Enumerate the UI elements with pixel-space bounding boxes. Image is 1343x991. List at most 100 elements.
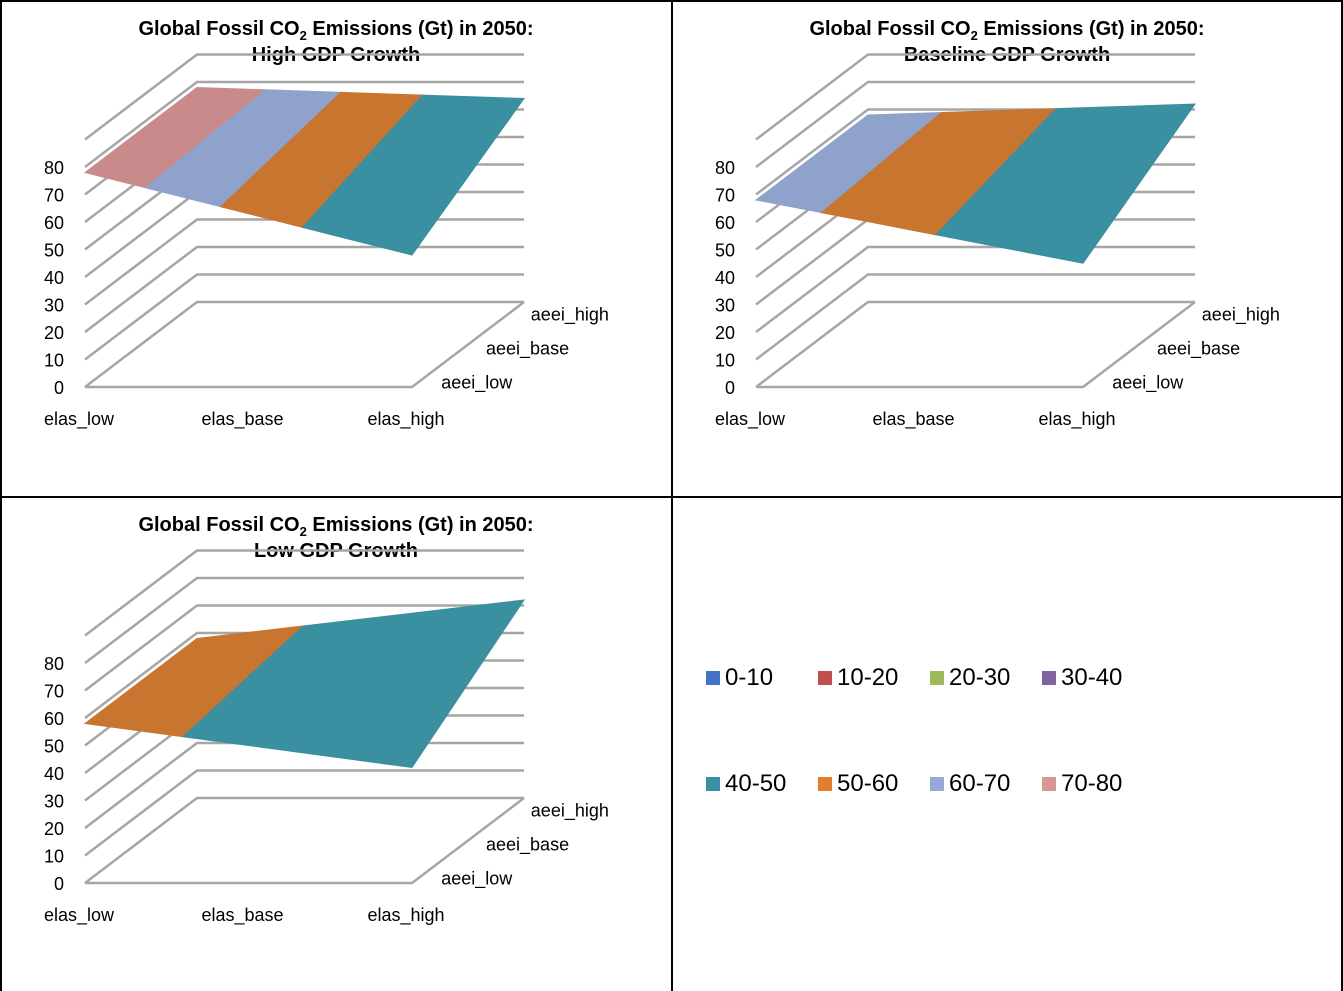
z-tick-label: 60 — [44, 709, 64, 729]
y-tick-label: aeei_low — [441, 373, 513, 394]
z-tick-label: 70 — [44, 186, 64, 206]
gridline — [84, 53, 524, 141]
x-tick-label: elas_base — [872, 409, 954, 430]
gridline — [84, 218, 524, 306]
surface-plot: 0 10 20 30 40 50 60 70 80 elas_low elas_base elas_h… — [44, 549, 609, 926]
y-tick-label: aeei_base — [486, 339, 569, 360]
gridline — [84, 796, 524, 884]
legend-item-10-20: 10-20 — [818, 664, 930, 692]
y-tick-label: aeei_base — [1157, 339, 1240, 360]
gridline — [84, 576, 524, 664]
chart-high-gdp: Global Fossil CO2 Emissions (Gt) in 2050… — [0, 0, 672, 496]
chart-title: Global Fossil CO2 Emissions (Gt) in 2050… — [671, 16, 1343, 68]
floor-edge — [85, 797, 525, 885]
gridline — [755, 80, 1195, 168]
z-tick-label: 40 — [44, 764, 64, 784]
surface-plot: 0 10 20 30 40 50 60 70 80 elas_low elas_base elas_h… — [44, 53, 609, 430]
legend: 0-10 10-20 20-30 30-40 40-50 50-60 60-70… — [706, 658, 1306, 818]
z-tick-label: 50 — [715, 241, 735, 261]
z-tick-label: 20 — [715, 323, 735, 343]
legend-item-0-10: 0-10 — [706, 664, 818, 692]
chart-baseline-gdp: Global Fossil CO2 Emissions (Gt) in 2050… — [671, 0, 1343, 496]
x-tick-label: elas_low — [44, 409, 115, 430]
z-tick-label: 50 — [44, 241, 64, 261]
gridline — [84, 245, 524, 333]
z-tick-label: 80 — [715, 158, 735, 178]
x-tick-label: elas_low — [44, 905, 115, 926]
z-tick-label: 0 — [54, 378, 64, 398]
gridline — [755, 300, 1195, 388]
legend-item-50-60: 50-60 — [818, 770, 930, 798]
gridline — [84, 769, 524, 857]
z-tick-label: 30 — [44, 792, 64, 812]
z-tick-label: 60 — [44, 213, 64, 233]
z-tick-label: 50 — [44, 737, 64, 757]
grid-line-right — [1341, 0, 1343, 991]
surface — [754, 103, 1196, 264]
y-tick-label: aeei_high — [531, 801, 609, 822]
legend-item-20-30: 20-30 — [930, 664, 1042, 692]
z-tick-label: 20 — [44, 323, 64, 343]
gridline — [84, 80, 524, 168]
legend-swatch — [930, 671, 944, 685]
legend-swatch — [930, 777, 944, 791]
z-tick-label: 20 — [44, 819, 64, 839]
legend-swatch — [1042, 777, 1056, 791]
y-tick-label: aeei_low — [441, 869, 513, 890]
legend-swatch — [1042, 671, 1056, 685]
surface-plot: 0 10 20 30 40 50 60 70 80 elas_low elas_base elas_h… — [715, 53, 1280, 430]
z-tick-label: 10 — [44, 351, 64, 371]
chart-low-gdp: Global Fossil CO2 Emissions (Gt) in 2050… — [0, 496, 672, 991]
z-tick-label: 80 — [44, 654, 64, 674]
y-tick-label: aeei_low — [1112, 373, 1184, 394]
gridline — [755, 273, 1195, 361]
x-tick-label: elas_high — [1038, 409, 1115, 430]
legend-swatch — [818, 777, 832, 791]
floor-edge — [756, 301, 1196, 389]
z-tick-label: 40 — [715, 268, 735, 288]
legend-swatch — [818, 671, 832, 685]
x-tick-label: elas_high — [367, 905, 444, 926]
y-tick-label: aeei_high — [531, 305, 609, 326]
legend-item-30-40: 30-40 — [1042, 664, 1154, 692]
z-tick-label: 10 — [44, 847, 64, 867]
z-tick-label: 70 — [44, 682, 64, 702]
legend-item-70-80: 70-80 — [1042, 770, 1154, 798]
z-tick-label: 0 — [725, 378, 735, 398]
surface-band-40-50 — [301, 94, 525, 256]
grid-line-middle — [671, 0, 673, 991]
grid-line-top — [0, 0, 1343, 2]
surface — [83, 86, 525, 256]
z-tick-label: 30 — [715, 296, 735, 316]
grid-line-left — [0, 0, 2, 991]
x-tick-label: elas_high — [367, 409, 444, 430]
surface-band-40-50 — [181, 599, 526, 769]
gridline — [84, 273, 524, 361]
z-tick-label: 80 — [44, 158, 64, 178]
gridline — [84, 604, 524, 692]
z-tick-label: 30 — [44, 296, 64, 316]
floor-edge — [85, 301, 525, 389]
z-tick-label: 0 — [54, 874, 64, 894]
legend-item-60-70: 60-70 — [930, 770, 1042, 798]
y-tick-label: aeei_high — [1202, 305, 1280, 326]
gridline — [755, 245, 1195, 333]
legend-item-40-50: 40-50 — [706, 770, 818, 798]
gridline — [84, 741, 524, 829]
legend-swatch — [706, 777, 720, 791]
x-tick-label: elas_low — [715, 409, 786, 430]
gridline — [84, 549, 524, 637]
grid-line-center — [0, 496, 1343, 498]
legend-row-1: 0-10 10-20 20-30 30-40 — [706, 658, 1154, 698]
y-tick-label: aeei_base — [486, 835, 569, 856]
x-tick-label: elas_base — [201, 905, 283, 926]
z-tick-label: 40 — [44, 268, 64, 288]
gridline — [755, 53, 1195, 141]
x-tick-label: elas_base — [201, 409, 283, 430]
z-tick-label: 70 — [715, 186, 735, 206]
z-tick-label: 60 — [715, 213, 735, 233]
legend-row-2: 40-50 50-60 60-70 70-80 — [706, 764, 1154, 804]
gridline — [84, 300, 524, 388]
z-tick-label: 10 — [715, 351, 735, 371]
